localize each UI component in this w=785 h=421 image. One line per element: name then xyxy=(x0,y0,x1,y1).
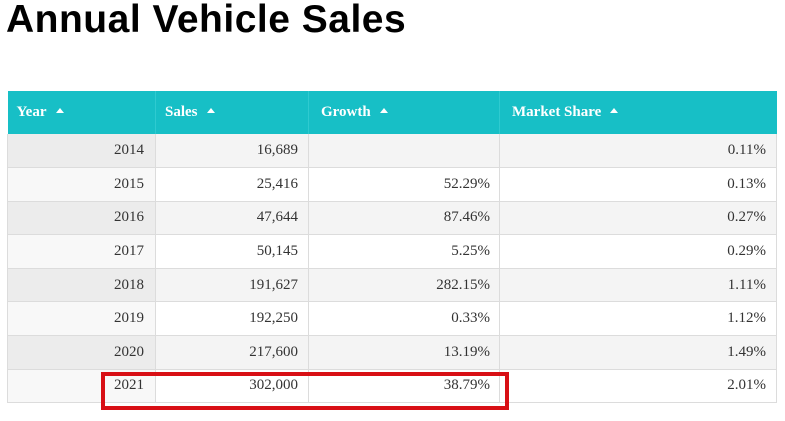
sales-table-container: Year Sales Growth Market Share 2014 16,6… xyxy=(7,91,777,404)
table-row: 2017 50,145 5.25% 0.29% xyxy=(7,234,777,269)
cell-sales: 50,145 xyxy=(155,234,309,269)
table-row-highlighted: 2021 302,000 38.79% 2.01% xyxy=(7,369,777,404)
cell-year: 2018 xyxy=(7,268,156,303)
cell-year: 2021 xyxy=(7,369,156,404)
page-title: Annual Vehicle Sales xyxy=(6,0,407,41)
cell-sales: 16,689 xyxy=(155,134,309,169)
table-row: 2018 191,627 282.15% 1.11% xyxy=(7,268,777,303)
table-body: 2014 16,689 0.11% 2015 25,416 52.29% 0.1… xyxy=(7,134,777,404)
header-row: Year Sales Growth Market Share xyxy=(7,91,777,134)
table-header: Year Sales Growth Market Share xyxy=(7,91,777,134)
cell-growth xyxy=(308,134,500,169)
cell-market-share: 0.13% xyxy=(499,167,777,202)
cell-growth: 13.19% xyxy=(308,335,500,370)
cell-market-share: 2.01% xyxy=(499,369,777,404)
cell-growth: 0.33% xyxy=(308,301,500,337)
cell-sales: 192,250 xyxy=(155,301,309,337)
table-row: 2019 192,250 0.33% 1.12% xyxy=(7,301,777,337)
cell-growth: 282.15% xyxy=(308,268,500,303)
sort-ascending-icon[interactable] xyxy=(610,108,619,113)
cell-market-share: 0.29% xyxy=(499,234,777,269)
cell-sales: 47,644 xyxy=(155,201,309,236)
sort-ascending-icon[interactable] xyxy=(55,108,64,113)
cell-year: 2020 xyxy=(7,335,156,370)
cell-growth: 38.79% xyxy=(308,369,500,404)
column-header-sales[interactable]: Sales xyxy=(155,91,309,134)
cell-year: 2014 xyxy=(7,134,156,169)
cell-market-share: 0.27% xyxy=(499,201,777,236)
table-row: 2020 217,600 13.19% 1.49% xyxy=(7,335,777,370)
sort-ascending-icon[interactable] xyxy=(206,108,215,113)
column-header-label: Year xyxy=(16,104,47,120)
cell-sales: 191,627 xyxy=(155,268,309,303)
sort-ascending-icon[interactable] xyxy=(379,108,388,113)
column-header-growth[interactable]: Growth xyxy=(308,91,500,134)
column-header-label: Sales xyxy=(165,104,198,120)
cell-market-share: 1.11% xyxy=(499,268,777,303)
table-row: 2016 47,644 87.46% 0.27% xyxy=(7,201,777,236)
cell-year: 2015 xyxy=(7,167,156,202)
cell-sales: 302,000 xyxy=(155,369,309,404)
cell-sales: 217,600 xyxy=(155,335,309,370)
column-header-market-share[interactable]: Market Share xyxy=(499,91,777,134)
sales-table: Year Sales Growth Market Share 2014 16,6… xyxy=(7,91,777,404)
cell-growth: 5.25% xyxy=(308,234,500,269)
table-row: 2014 16,689 0.11% xyxy=(7,134,777,169)
column-header-label: Growth xyxy=(321,104,371,120)
cell-growth: 52.29% xyxy=(308,167,500,202)
column-header-label: Market Share xyxy=(512,104,602,120)
cell-year: 2019 xyxy=(7,301,156,337)
cell-market-share: 0.11% xyxy=(499,134,777,169)
column-header-year[interactable]: Year xyxy=(7,91,156,134)
cell-market-share: 1.49% xyxy=(499,335,777,370)
table-row: 2015 25,416 52.29% 0.13% xyxy=(7,167,777,202)
cell-growth: 87.46% xyxy=(308,201,500,236)
cell-market-share: 1.12% xyxy=(499,301,777,337)
cell-sales: 25,416 xyxy=(155,167,309,202)
cell-year: 2017 xyxy=(7,234,156,269)
cell-year: 2016 xyxy=(7,201,156,236)
